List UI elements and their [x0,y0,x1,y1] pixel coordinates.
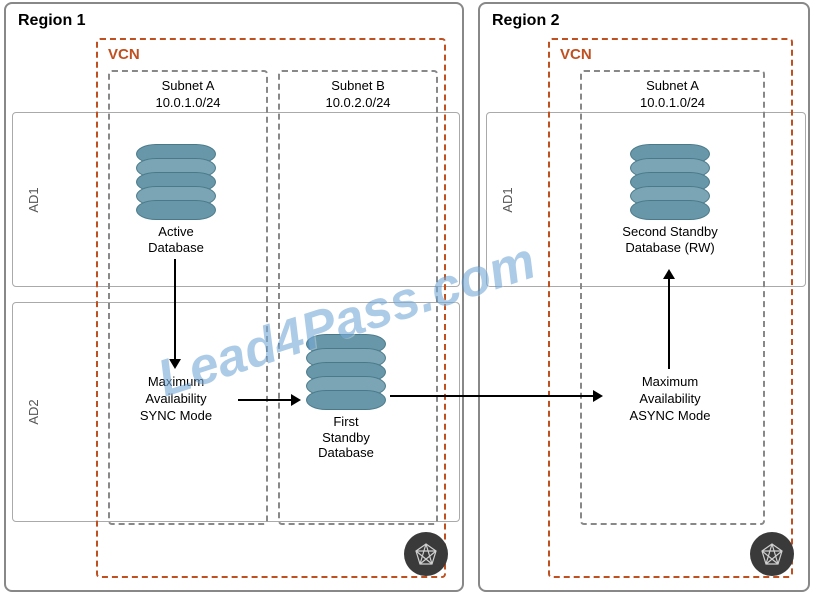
dynamic-routing-gateway-icon [404,532,448,576]
arrow-to-first-standby-head [291,394,301,406]
active-db-label: Active Database [136,224,216,255]
region-2-title: Region 2 [492,12,560,30]
region-1-title: Region 1 [18,12,86,30]
region1-subnet-a-title: Subnet A 10.0.1.0/24 [110,78,266,112]
region1-vcn: VCN Subnet A 10.0.1.0/24 Subnet B 10.0.2… [96,38,446,578]
subnet-a-cidr: 10.0.1.0/24 [155,95,220,110]
first-standby-database: First Standby Database [306,334,386,461]
subnet-b-name: Subnet B [331,78,385,93]
region1-subnet-a: Subnet A 10.0.1.0/24 [108,70,268,525]
dynamic-routing-gateway-icon-2 [750,532,794,576]
arrow-active-down-head [169,359,181,369]
arrow-to-second-standby-head [663,269,675,279]
subnet-b-cidr: 10.0.2.0/24 [325,95,390,110]
arrow-cross-region-head [593,390,603,402]
active-database: Active Database [136,144,216,255]
region1-subnet-b-title: Subnet B 10.0.2.0/24 [280,78,436,112]
r2-subnet-a-cidr: 10.0.1.0/24 [640,95,705,110]
region2-vcn-label: VCN [560,46,592,63]
second-standby-label: Second Standby Database (RW) [600,224,740,255]
replication-async-label: Maximum Availability ASYNC Mode [610,374,730,425]
arrow-to-second-standby [668,279,670,369]
region1-ad1-label: AD1 [26,187,41,212]
first-standby-label: First Standby Database [306,414,386,461]
arrow-cross-region [390,395,595,397]
network-icon [759,541,785,567]
subnet-a-name: Subnet A [162,78,215,93]
r2-subnet-a-name: Subnet A [646,78,699,93]
arrow-active-down [174,259,176,359]
network-icon [413,541,439,567]
region1-ad2-label: AD2 [26,399,41,424]
arrow-to-first-standby [238,399,293,401]
region2-ad1-label: AD1 [500,187,515,212]
replication-sync-label: Maximum Availability SYNC Mode [116,374,236,425]
region2-subnet-a-title: Subnet A 10.0.1.0/24 [582,78,763,112]
region1-vcn-label: VCN [108,46,140,63]
region2-vcn: VCN Subnet A 10.0.1.0/24 [548,38,793,578]
second-standby-database: Second Standby Database (RW) [630,144,710,255]
region-2: Region 2 AD1 VCN Subnet A 10.0.1.0/24 Se… [478,2,810,592]
region-1: Region 1 AD1 AD2 VCN Subnet A 10.0.1.0/2… [4,2,464,592]
region2-subnet-a: Subnet A 10.0.1.0/24 [580,70,765,525]
